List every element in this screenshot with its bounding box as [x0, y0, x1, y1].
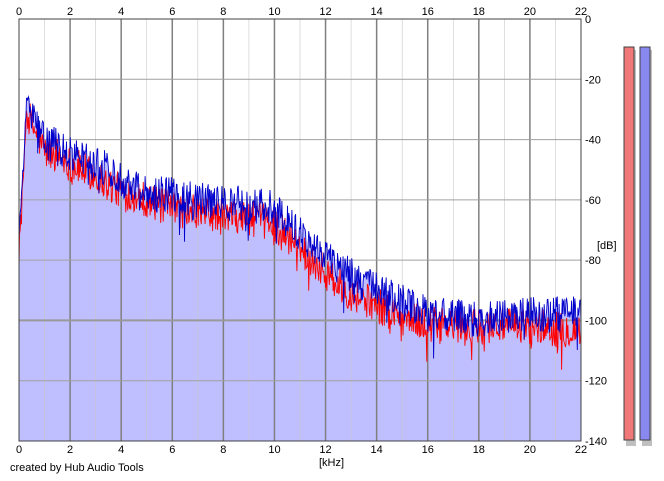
- x-tick-label-bottom-4: 4: [118, 444, 124, 456]
- x-tick-label-bottom-10: 10: [268, 444, 280, 456]
- y-tick-label--80: -80: [585, 255, 601, 267]
- x-tick-label-top-22: 22: [575, 6, 587, 18]
- y-axis-label: [dB]: [597, 240, 617, 252]
- x-tick-label-top-16: 16: [422, 6, 434, 18]
- x-tick-label-bottom-22: 22: [575, 444, 587, 456]
- credit-text: created by Hub Audio Tools: [10, 462, 144, 474]
- x-tick-label-top-20: 20: [524, 6, 536, 18]
- plot-border: [18, 18, 582, 442]
- x-tick-label-bottom-6: 6: [169, 444, 175, 456]
- x-tick-label-top-4: 4: [118, 6, 124, 18]
- y-tick-label-0: 0: [585, 14, 591, 26]
- level-meters: [623, 46, 652, 446]
- x-tick-label-top-2: 2: [67, 6, 73, 18]
- y-tick-label--140: -140: [585, 436, 607, 448]
- x-tick-label-top-0: 0: [16, 6, 22, 18]
- x-tick-label-top-10: 10: [268, 6, 280, 18]
- x-tick-label-bottom-0: 0: [16, 444, 22, 456]
- grid-layer: [18, 18, 582, 442]
- x-tick-label-top-12: 12: [319, 6, 331, 18]
- x-axis-bottom-ticks: 0 2 4 6 8 10 12 14 16 18 20 22: [16, 444, 587, 456]
- x-axis-top-ticks: 0 2 4 6 8 10 12 14 16 18 20 22: [16, 6, 587, 18]
- y-tick-label--60: -60: [585, 195, 601, 207]
- level-meter-right: [639, 46, 651, 441]
- x-tick-label-bottom-18: 18: [473, 444, 485, 456]
- y-tick-label--20: -20: [585, 74, 601, 86]
- level-meter-left: [623, 46, 635, 441]
- plot-frame: [18, 18, 582, 442]
- x-tick-label-top-14: 14: [371, 6, 383, 18]
- y-tick-label--100: -100: [585, 315, 607, 327]
- y-axis-right-ticks: 0 -20 -40 -60 -80 -100 -120 -140: [585, 14, 607, 448]
- y-tick-label--120: -120: [585, 376, 607, 388]
- series-layer: [18, 95, 582, 370]
- x-tick-label-bottom-16: 16: [422, 444, 434, 456]
- x-tick-label-bottom-20: 20: [524, 444, 536, 456]
- x-tick-label-top-6: 6: [169, 6, 175, 18]
- x-tick-label-bottom-14: 14: [371, 444, 383, 456]
- x-tick-label-bottom-2: 2: [67, 444, 73, 456]
- x-axis-label: [kHz]: [319, 457, 345, 469]
- y-tick-label--40: -40: [585, 135, 601, 147]
- series-line-blue: [18, 95, 582, 359]
- x-tick-label-bottom-8: 8: [220, 444, 226, 456]
- x-tick-label-top-8: 8: [220, 6, 226, 18]
- x-tick-label-top-18: 18: [473, 6, 485, 18]
- x-tick-label-bottom-12: 12: [319, 444, 331, 456]
